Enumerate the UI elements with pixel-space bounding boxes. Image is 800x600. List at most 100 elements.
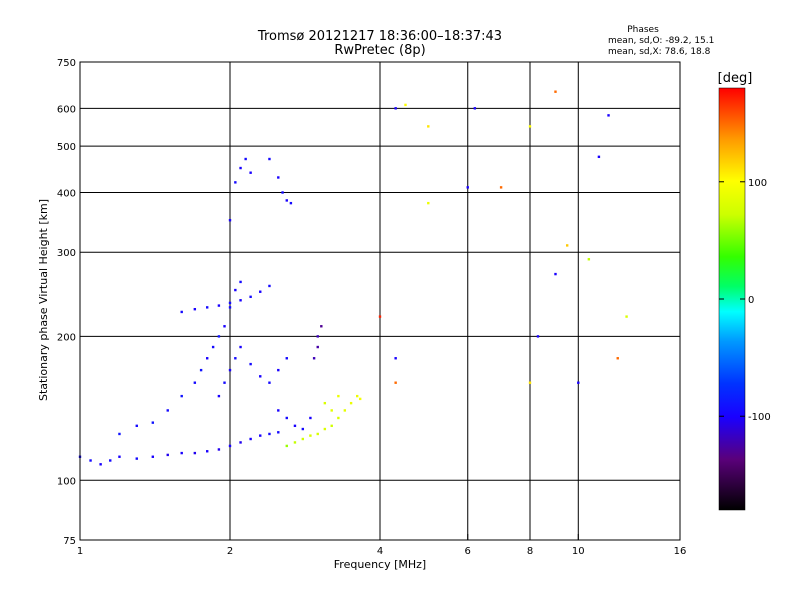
stats-header: Phases: [627, 25, 659, 35]
data-point: [625, 315, 628, 318]
data-point: [259, 290, 262, 293]
x-tick-label: 8: [527, 546, 533, 557]
data-point: [239, 299, 242, 302]
data-point: [312, 357, 316, 360]
data-point: [217, 448, 221, 451]
y-tick-label: 400: [57, 188, 76, 199]
data-point: [239, 166, 242, 170]
data-point: [597, 155, 601, 159]
data-point: [89, 459, 92, 462]
data-point: [285, 444, 288, 448]
data-point: [289, 201, 293, 205]
data-point: [228, 301, 232, 305]
data-point: [199, 368, 203, 372]
colorbar-tick-label: 0: [748, 295, 754, 306]
data-point: [565, 244, 569, 247]
colorbar-tick-label: -100: [748, 412, 771, 423]
data-point: [499, 186, 503, 189]
x-ticks: 1 2 4 6 8 10 16: [77, 534, 687, 557]
data-point: [166, 409, 169, 412]
y-tick-label: 500: [57, 142, 76, 153]
x-tick-label: 1: [77, 546, 83, 557]
data-point: [473, 107, 477, 110]
data-point: [277, 368, 280, 372]
data-point: [316, 345, 319, 349]
data-point: [239, 345, 242, 349]
data-point: [466, 186, 469, 189]
y-tick-label: 200: [57, 332, 76, 343]
data-point: [316, 432, 319, 436]
x-axis-label: Frequency [MHz]: [334, 558, 426, 571]
data-point: [135, 424, 138, 428]
data-point: [118, 455, 121, 458]
y-tick-label: 750: [57, 58, 76, 69]
data-point: [249, 171, 252, 174]
data-point: [166, 453, 169, 457]
y-tick-label: 300: [57, 248, 76, 259]
data-point: [358, 397, 362, 401]
data-point: [277, 176, 280, 179]
x-tick-label: 16: [674, 546, 687, 557]
data-point: [309, 416, 312, 420]
data-point: [316, 335, 319, 338]
x-tick-label: 2: [227, 546, 233, 557]
data-point: [528, 381, 532, 384]
data-point: [301, 427, 305, 431]
data-point: [427, 201, 430, 205]
data-point: [320, 325, 323, 328]
data-point: [404, 103, 407, 107]
data-point: [577, 381, 580, 384]
data-point: [249, 362, 252, 366]
data-point: [309, 434, 312, 437]
data-point: [378, 315, 382, 318]
data-point: [394, 381, 397, 384]
data-point: [228, 306, 232, 309]
x-tick-label: 6: [465, 546, 471, 557]
data-point: [239, 280, 242, 284]
data-point: [277, 409, 280, 412]
data-point: [355, 394, 359, 398]
data-point: [268, 381, 271, 384]
data-point: [293, 441, 297, 444]
data-point: [228, 219, 232, 222]
data-point: [281, 191, 284, 194]
data-point: [330, 409, 333, 412]
data-point: [554, 272, 557, 276]
data-point: [205, 357, 209, 360]
data-point: [323, 401, 327, 405]
y-tick-label: 75: [63, 536, 76, 547]
data-point: [337, 394, 340, 398]
data-point: [205, 450, 209, 453]
chart-subtitle: RwPretec (8p): [334, 43, 425, 58]
data-point: [135, 457, 138, 460]
data-point: [301, 437, 305, 441]
data-point: [249, 437, 252, 441]
chart-title: Tromsø 20121217 18:36:00–18:37:43: [257, 29, 502, 44]
data-point: [99, 463, 102, 466]
data-point: [228, 368, 232, 372]
data-point: [268, 284, 271, 288]
data-point: [211, 345, 215, 349]
data-point: [268, 157, 271, 161]
y-ticks: 75 100 200 300 400 500 600 750: [57, 58, 76, 547]
data-point: [239, 441, 242, 444]
data-point: [217, 394, 221, 398]
data-point: [217, 304, 221, 307]
grid-lines: [80, 62, 680, 540]
data-point: [118, 432, 121, 436]
data-point: [151, 421, 155, 424]
data-point: [349, 401, 353, 405]
data-point: [193, 307, 197, 311]
data-point: [193, 381, 197, 384]
data-point: [228, 444, 232, 448]
data-point: [330, 424, 333, 428]
data-point: [223, 325, 226, 328]
data-point: [180, 310, 183, 314]
data-point: [285, 199, 288, 202]
data-point: [323, 427, 327, 431]
data-point: [427, 125, 430, 128]
y-axis-label: Stationary phase Virtual Height [km]: [37, 199, 50, 401]
data-point: [259, 434, 262, 437]
colorbar-tick-label: 100: [748, 178, 767, 189]
